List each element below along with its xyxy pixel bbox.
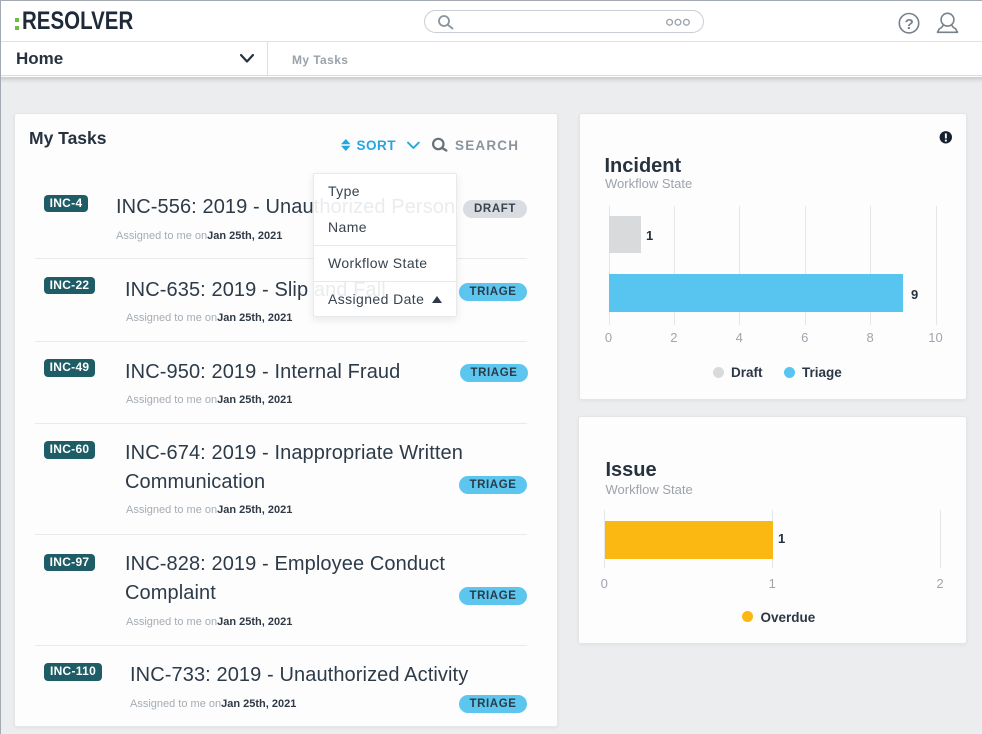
- svg-text:?: ?: [905, 16, 914, 33]
